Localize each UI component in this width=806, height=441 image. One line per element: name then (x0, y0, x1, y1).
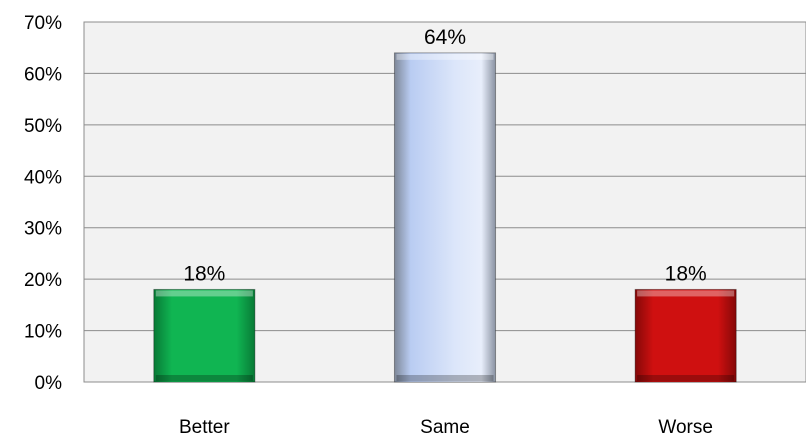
y-tick-label: 0% (35, 373, 63, 394)
data-label-worse: 18% (665, 262, 707, 285)
bar-worse (634, 288, 737, 383)
y-tick-label: 20% (24, 270, 62, 291)
y-axis: 0% 10% 20% 30% 40% 50% 60% 70% (24, 13, 62, 394)
bar-bevel-top (396, 53, 494, 60)
y-tick-label: 40% (24, 167, 62, 188)
data-labels: 18% 64% 18% (183, 26, 706, 286)
y-tick-label: 10% (24, 322, 62, 343)
bar-bevel-bottom (637, 375, 735, 381)
x-tick-label-better: Better (179, 417, 230, 438)
bars (153, 52, 737, 383)
bar-bevel-bottom (396, 375, 494, 381)
bar-better (153, 288, 256, 383)
y-tick-label: 60% (24, 64, 62, 85)
bar-bevel-top (155, 290, 253, 297)
data-label-better: 18% (183, 262, 225, 285)
bar-same (393, 52, 497, 383)
x-axis: Better Same Worse (179, 417, 713, 438)
data-label-same: 64% (424, 26, 466, 49)
bar-bevel-top (637, 290, 735, 297)
y-tick-label: 30% (24, 219, 62, 240)
bar-bevel-bottom (155, 375, 253, 381)
x-tick-label-same: Same (420, 417, 470, 438)
x-tick-label-worse: Worse (658, 417, 713, 438)
y-tick-label: 50% (24, 116, 62, 137)
y-tick-label: 70% (24, 13, 62, 34)
